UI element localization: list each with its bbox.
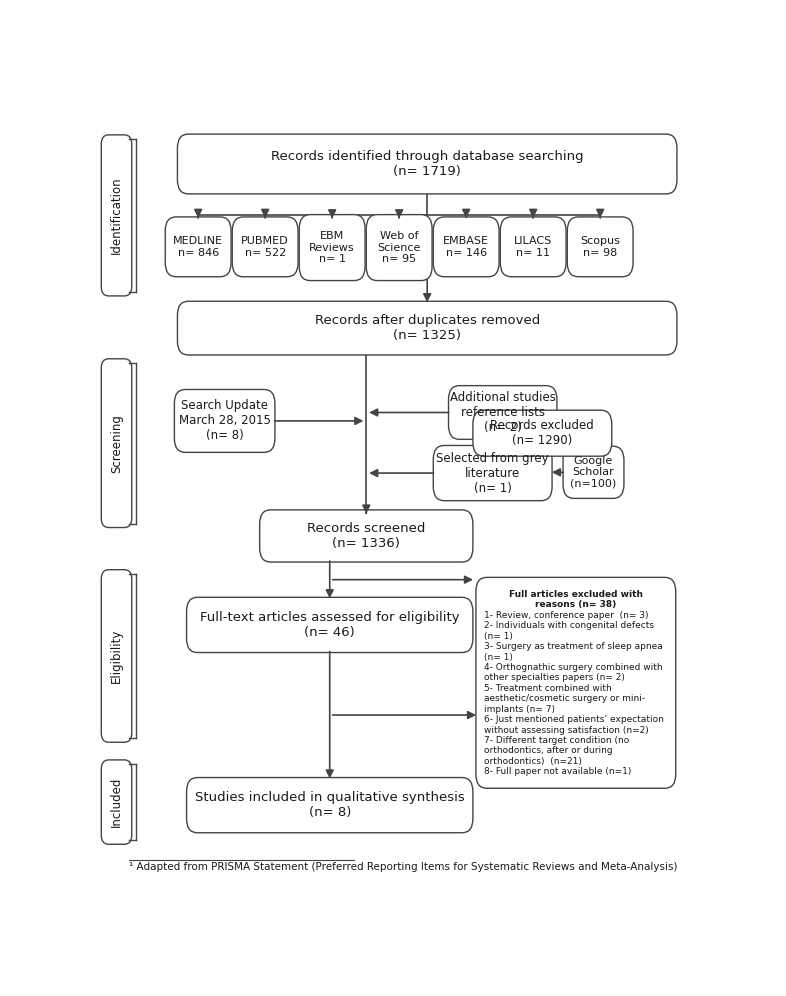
Text: other specialties papers (n= 2): other specialties papers (n= 2) xyxy=(484,673,625,682)
Text: Full-text articles assessed for eligibility
(n= 46): Full-text articles assessed for eligibil… xyxy=(200,611,460,638)
Text: Records after duplicates removed
(n= 1325): Records after duplicates removed (n= 132… xyxy=(314,314,540,342)
Text: Records excluded
(n= 1290): Records excluded (n= 1290) xyxy=(490,419,594,447)
Text: Google
Scholar
(n=100): Google Scholar (n=100) xyxy=(571,456,616,489)
FancyBboxPatch shape xyxy=(178,134,677,194)
FancyBboxPatch shape xyxy=(563,446,624,498)
Text: LILACS
n= 11: LILACS n= 11 xyxy=(514,236,553,258)
Text: Records screened
(n= 1336): Records screened (n= 1336) xyxy=(307,522,425,550)
Text: Eligibility: Eligibility xyxy=(110,628,123,683)
Text: 3- Surgery as treatment of sleep apnea: 3- Surgery as treatment of sleep apnea xyxy=(484,642,663,651)
Text: (n= 1): (n= 1) xyxy=(484,652,512,661)
Text: Screening: Screening xyxy=(110,413,123,472)
Text: Scopus
n= 98: Scopus n= 98 xyxy=(580,236,620,258)
Text: Selected from grey
literature
(n= 1): Selected from grey literature (n= 1) xyxy=(436,451,549,495)
FancyBboxPatch shape xyxy=(299,214,365,281)
FancyBboxPatch shape xyxy=(449,385,557,439)
FancyBboxPatch shape xyxy=(259,510,473,562)
Text: Web of
Science
n= 95: Web of Science n= 95 xyxy=(377,231,421,264)
Text: ¹ Adapted from PRISMA Statement (Preferred Reporting Items for Systematic Review: ¹ Adapted from PRISMA Statement (Preferr… xyxy=(129,862,678,872)
FancyBboxPatch shape xyxy=(476,578,676,788)
Text: reasons (n= 38): reasons (n= 38) xyxy=(535,601,616,610)
FancyBboxPatch shape xyxy=(101,134,132,296)
Text: Search Update
March 28, 2015
(n= 8): Search Update March 28, 2015 (n= 8) xyxy=(178,399,270,442)
Text: Additional studies
reference lists
(n= 2): Additional studies reference lists (n= 2… xyxy=(450,391,556,434)
FancyBboxPatch shape xyxy=(165,217,231,277)
Text: EBM
Reviews
n= 1: EBM Reviews n= 1 xyxy=(310,231,355,264)
Text: implants (n= 7): implants (n= 7) xyxy=(484,705,555,714)
Text: (n= 1): (n= 1) xyxy=(484,631,512,640)
FancyBboxPatch shape xyxy=(186,598,473,652)
FancyBboxPatch shape xyxy=(473,410,612,456)
Text: orthodontics, after or during: orthodontics, after or during xyxy=(484,746,612,756)
Text: Included: Included xyxy=(110,777,123,828)
FancyBboxPatch shape xyxy=(101,760,132,845)
FancyBboxPatch shape xyxy=(567,217,633,277)
FancyBboxPatch shape xyxy=(101,570,132,742)
Text: 8- Full paper not available (n=1): 8- Full paper not available (n=1) xyxy=(484,767,631,776)
Text: MEDLINE
n= 846: MEDLINE n= 846 xyxy=(173,236,223,258)
FancyBboxPatch shape xyxy=(433,445,552,501)
Text: PUBMED
n= 522: PUBMED n= 522 xyxy=(241,236,289,258)
Text: 7- Different target condition (no: 7- Different target condition (no xyxy=(484,736,629,745)
Text: Identification: Identification xyxy=(110,176,123,254)
FancyBboxPatch shape xyxy=(186,778,473,833)
Text: 6- Just mentioned patients’ expectation: 6- Just mentioned patients’ expectation xyxy=(484,715,663,724)
Text: Studies included in qualitative synthesis
(n= 8): Studies included in qualitative synthesi… xyxy=(195,791,465,819)
Text: Full articles excluded with: Full articles excluded with xyxy=(509,590,643,599)
FancyBboxPatch shape xyxy=(233,217,298,277)
Text: without assessing satisfaction (n=2): without assessing satisfaction (n=2) xyxy=(484,726,648,735)
FancyBboxPatch shape xyxy=(366,214,432,281)
Text: 4- Orthognathic surgery combined with: 4- Orthognathic surgery combined with xyxy=(484,663,663,672)
FancyBboxPatch shape xyxy=(101,359,132,528)
Text: aesthetic/cosmetic surgery or mini-: aesthetic/cosmetic surgery or mini- xyxy=(484,694,645,703)
Text: 2- Individuals with congenital defects: 2- Individuals with congenital defects xyxy=(484,622,654,630)
Text: orthodontics)  (n=21): orthodontics) (n=21) xyxy=(484,757,582,766)
FancyBboxPatch shape xyxy=(174,389,275,452)
FancyBboxPatch shape xyxy=(501,217,566,277)
FancyBboxPatch shape xyxy=(178,301,677,355)
Text: Records identified through database searching
(n= 1719): Records identified through database sear… xyxy=(271,150,583,178)
FancyBboxPatch shape xyxy=(433,217,499,277)
Text: EMBASE
n= 146: EMBASE n= 146 xyxy=(443,236,489,258)
Text: 1- Review, conference paper  (n= 3): 1- Review, conference paper (n= 3) xyxy=(484,611,648,620)
Text: 5- Treatment combined with: 5- Treatment combined with xyxy=(484,684,612,693)
